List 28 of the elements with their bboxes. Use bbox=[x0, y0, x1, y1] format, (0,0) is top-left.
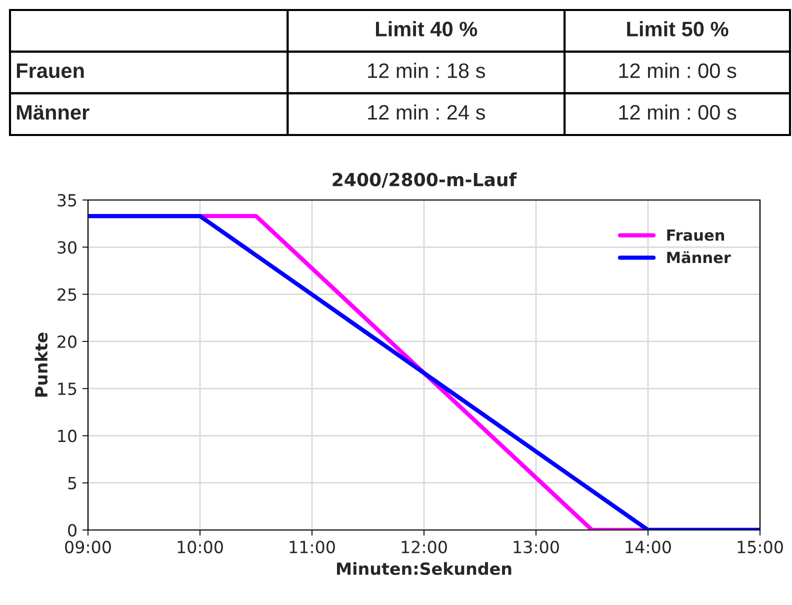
text: 12 min : 00 s bbox=[619, 104, 736, 120]
x-tick-label: 15:00 bbox=[738, 540, 783, 554]
y-tick-label: 5 bbox=[68, 477, 76, 490]
x-tick-label: 10:00 bbox=[178, 540, 223, 554]
text: Frauen bbox=[16, 64, 84, 78]
x-tick-label: 14:00 bbox=[626, 540, 671, 554]
y-tick-label: 35 bbox=[58, 194, 76, 207]
y-axis-title: Punkte bbox=[34, 332, 48, 397]
x-tick-label: 13:00 bbox=[514, 540, 559, 554]
text: 12 min : 24 s bbox=[368, 104, 486, 120]
y-tick-label: 10 bbox=[58, 430, 76, 442]
legend-label: Frauen bbox=[667, 230, 724, 241]
y-tick-label: 25 bbox=[58, 288, 76, 301]
text: Männer bbox=[16, 105, 90, 120]
x-axis-title: Minuten:Sekunden bbox=[337, 562, 512, 576]
x-tick-label: 12:00 bbox=[402, 540, 447, 554]
y-tick-label: 20 bbox=[58, 335, 76, 348]
x-tick-label: 11:00 bbox=[290, 540, 335, 554]
y-tick-label: 0 bbox=[68, 524, 76, 537]
chart-title: 2400/2800-m-Lauf bbox=[332, 172, 517, 188]
legend-label: Männer bbox=[667, 251, 731, 264]
text: 12 min : 00 s bbox=[619, 62, 736, 78]
x-tick-label: 09:00 bbox=[65, 540, 111, 554]
text: Limit 50 % bbox=[627, 21, 728, 36]
y-tick-label: 15 bbox=[58, 382, 76, 396]
text: Limit 40 % bbox=[376, 21, 478, 36]
y-tick-label: 30 bbox=[58, 241, 76, 254]
text: 12 min : 18 s bbox=[368, 62, 486, 78]
